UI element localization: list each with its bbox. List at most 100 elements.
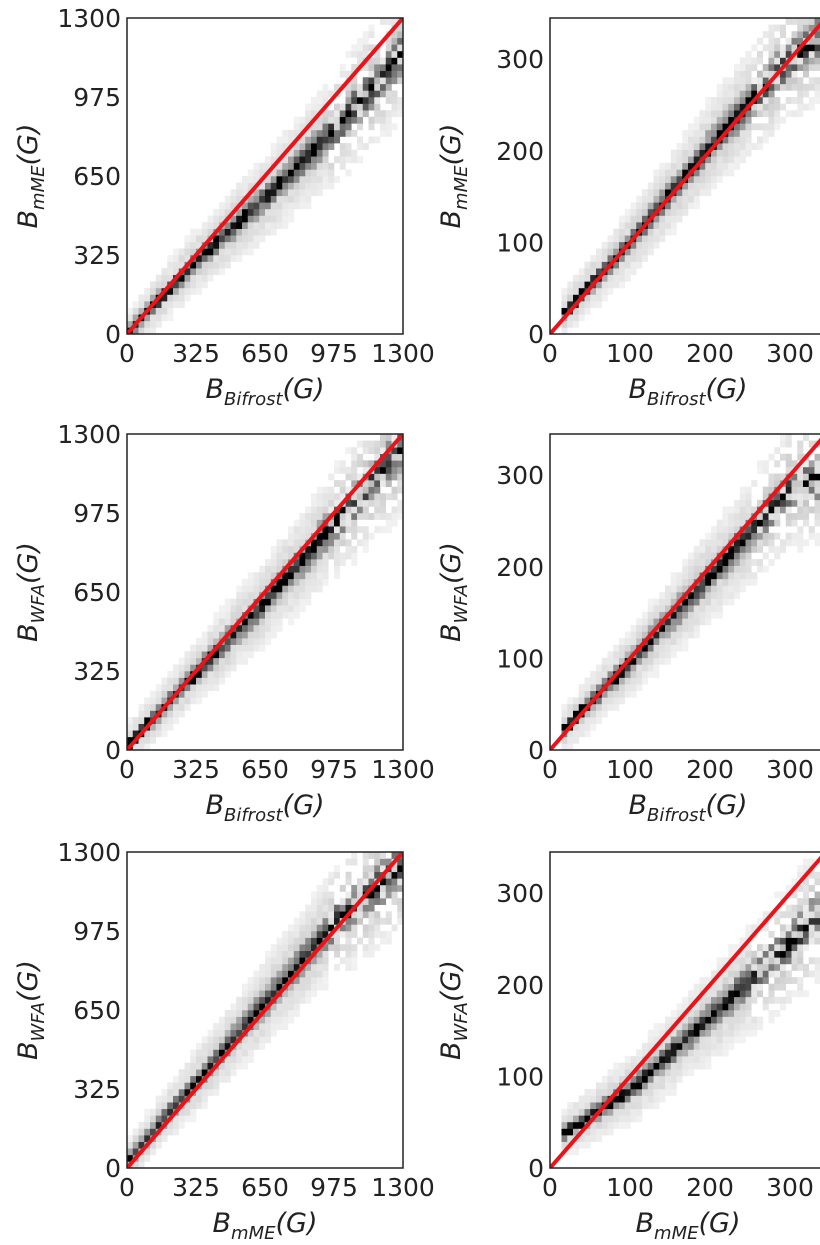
density-cell: [328, 891, 335, 899]
density-cell: [265, 957, 272, 965]
density-cell: [374, 453, 381, 461]
density-cell: [127, 730, 134, 738]
density-cell: [653, 664, 660, 672]
density-cell: [339, 539, 346, 547]
density-cell: [311, 970, 318, 978]
density-cell: [219, 268, 226, 276]
density-cell: [265, 963, 272, 971]
density-cell: [190, 690, 197, 698]
density-cell: [345, 924, 352, 932]
density-cell: [722, 559, 729, 566]
y-tick-label: 1300: [57, 4, 121, 33]
density-cell: [757, 460, 764, 468]
density-cell: [642, 208, 649, 216]
density-cell: [293, 1003, 300, 1011]
density-cell: [380, 57, 387, 65]
density-cell: [167, 1089, 174, 1096]
density-cell: [814, 937, 820, 945]
y-tick-label: 325: [73, 1075, 121, 1104]
density-cell: [670, 162, 677, 170]
density-cell: [305, 176, 312, 183]
density-cell: [253, 578, 260, 586]
density-cell: [693, 1056, 700, 1063]
density-cell: [647, 611, 654, 619]
density-cell: [322, 83, 329, 91]
density-cell: [619, 638, 626, 645]
density-cell: [322, 957, 329, 965]
density-cell: [270, 963, 277, 971]
density-cell: [150, 690, 157, 698]
density-cell: [751, 578, 758, 586]
density-cell: [351, 532, 358, 540]
density-cell: [351, 44, 358, 52]
density-cell: [265, 638, 272, 645]
density-cell: [601, 1108, 608, 1116]
density-cell: [716, 1010, 723, 1017]
density-cell: [797, 480, 804, 487]
density-cell: [728, 103, 735, 111]
density-cell: [791, 924, 798, 932]
density-cell: [739, 970, 746, 978]
density-cell: [728, 552, 735, 560]
density-cell: [265, 578, 272, 586]
density-cell: [728, 519, 735, 527]
density-cell: [270, 1029, 277, 1037]
density-cell: [334, 552, 341, 560]
density-cell: [224, 598, 231, 606]
density-cell: [207, 1029, 214, 1037]
density-cell: [155, 703, 162, 711]
density-cell: [196, 1042, 203, 1050]
density-cell: [803, 891, 810, 899]
density-cell: [567, 1102, 574, 1110]
density-cell: [345, 957, 352, 965]
density-cell: [132, 307, 139, 315]
density-cell: [311, 97, 318, 104]
density-cell: [270, 977, 277, 984]
density-cell: [305, 103, 312, 111]
density-cell: [328, 116, 335, 124]
density-cell: [357, 156, 364, 164]
density-cell: [173, 1128, 180, 1136]
density-cell: [224, 1056, 231, 1063]
density-cell: [391, 466, 398, 474]
density-cell: [630, 671, 637, 678]
density-cell: [236, 624, 243, 632]
density-cell: [607, 248, 614, 256]
density-cell: [693, 1010, 700, 1017]
density-cell: [785, 506, 792, 514]
density-cell: [785, 434, 792, 441]
density-cell: [722, 977, 729, 984]
density-cell: [230, 195, 237, 203]
density-cell: [150, 320, 157, 328]
density-cell: [797, 950, 804, 958]
density-cell: [762, 506, 769, 514]
density-cell: [751, 963, 758, 971]
density-cell: [808, 37, 815, 45]
density-cell: [253, 611, 260, 619]
density-cell: [265, 222, 272, 229]
density-cell: [573, 1148, 580, 1156]
density-cell: [722, 572, 729, 580]
density-cell: [351, 97, 358, 104]
density-cell: [322, 110, 329, 118]
density-cell: [247, 169, 254, 177]
density-cell: [722, 990, 729, 998]
density-cell: [791, 70, 798, 78]
density-cell: [791, 110, 798, 118]
density-cell: [213, 1056, 220, 1063]
density-cell: [676, 202, 683, 210]
density-cell: [716, 169, 723, 177]
density-cell: [351, 911, 358, 919]
density-cell: [242, 592, 249, 599]
density-cell: [219, 255, 226, 262]
density-cell: [613, 1062, 620, 1070]
density-cell: [316, 513, 323, 520]
density-cell: [144, 703, 151, 711]
density-cell: [739, 486, 746, 494]
density-cell: [380, 123, 387, 131]
density-cell: [716, 611, 723, 619]
density-cell: [745, 983, 752, 991]
density-cell: [276, 136, 283, 144]
density-cell: [219, 1029, 226, 1037]
density-cell: [642, 624, 649, 632]
